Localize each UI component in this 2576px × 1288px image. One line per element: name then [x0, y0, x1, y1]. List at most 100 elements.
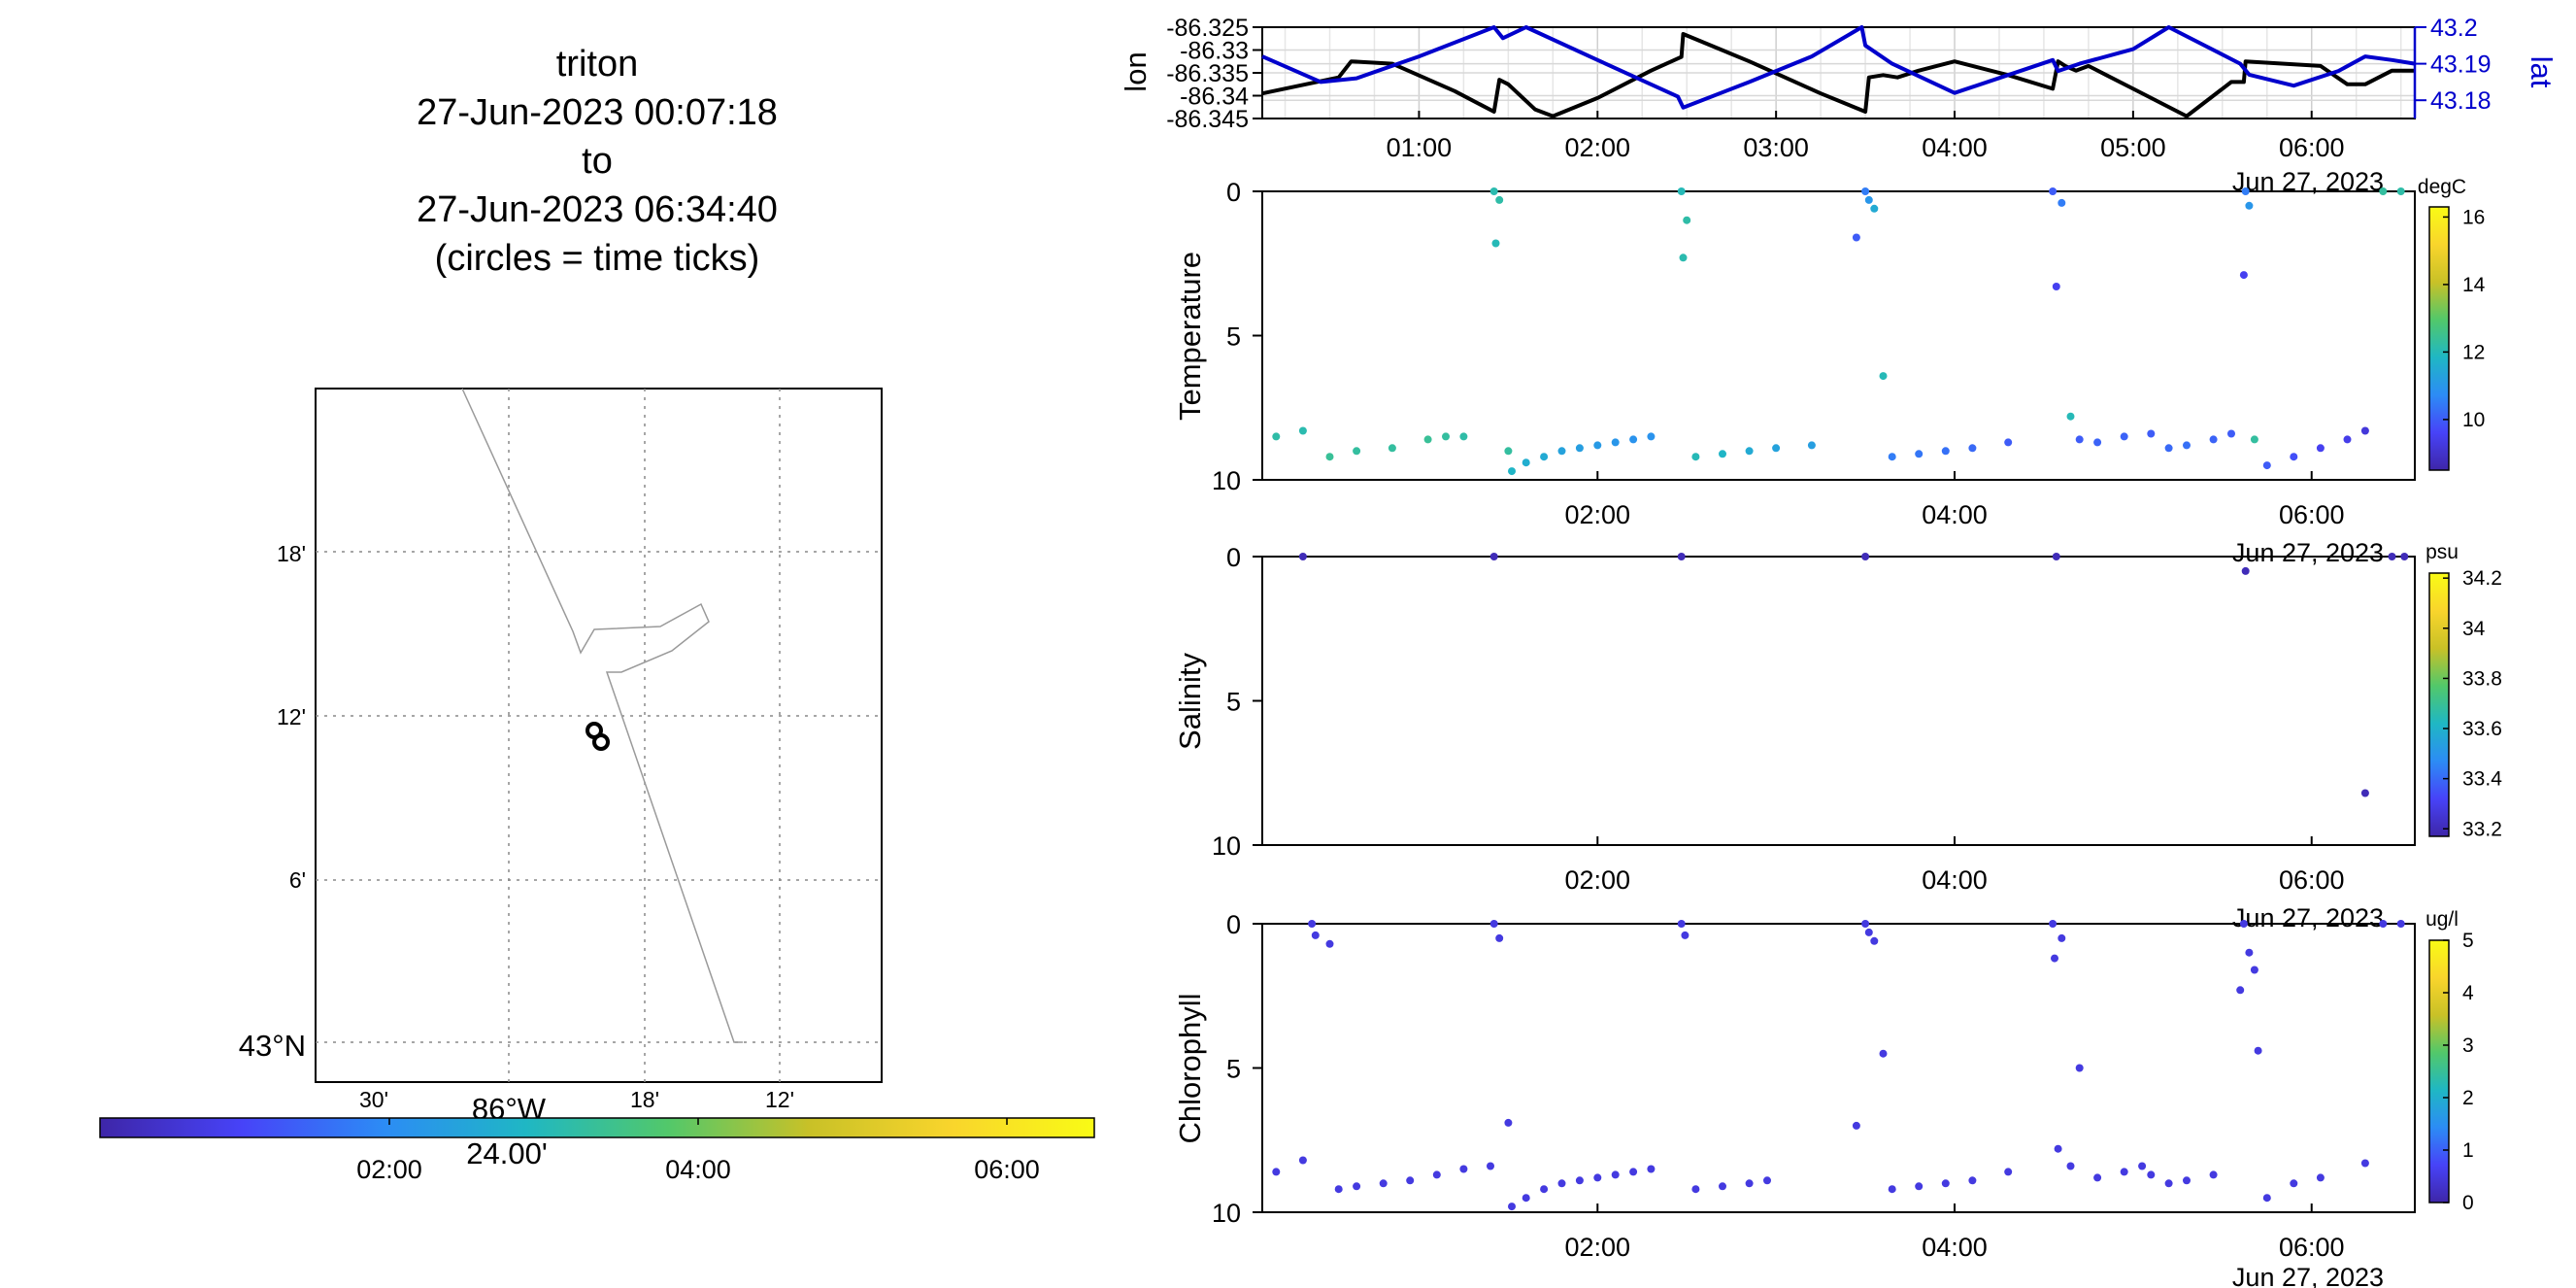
data-point [1489, 920, 1498, 928]
data-point [2057, 933, 2066, 942]
x-axis-tick-label: 02:00 [1565, 500, 1631, 529]
lat-axis-tick-label: 43.18 [2430, 87, 2492, 115]
temperature-points [1272, 187, 2405, 476]
colorbar-bar [2428, 206, 2450, 471]
data-point [2245, 201, 2254, 210]
data-point [2254, 1046, 2262, 1055]
lon-axis-tick-label: -86.34 [1180, 84, 1249, 111]
data-point [1575, 444, 1584, 453]
lat-tick-label: 18' [277, 541, 306, 566]
data-point [2004, 438, 2013, 447]
data-point [2051, 954, 2058, 963]
data-point [2262, 1194, 2271, 1203]
salinity-date-label: Jun 27, 2023 [2232, 903, 2384, 932]
data-point [1864, 928, 1873, 936]
temperature-colorbar-unit: degC [2418, 176, 2466, 198]
data-point [1968, 444, 1977, 453]
title-line-1: triton [556, 44, 638, 85]
colorbar-tick-label: 5 [2462, 930, 2474, 952]
data-point [1888, 1185, 1896, 1194]
data-point [2075, 435, 2084, 444]
data-point [1495, 933, 1504, 942]
data-point [1629, 435, 1638, 444]
colorbar-tick-label: 33.8 [2462, 667, 2502, 690]
data-point [1647, 1165, 1656, 1173]
data-point [1861, 187, 1870, 195]
colorbar-tick-label: 12 [2462, 341, 2485, 363]
data-point [2052, 283, 2060, 290]
y-axis-tick-label: 10 [1212, 466, 1241, 495]
data-point [1861, 553, 1870, 560]
data-point [1807, 441, 1816, 450]
data-point [1941, 1179, 1950, 1188]
data-point [1325, 453, 1334, 461]
data-point [2396, 187, 2405, 195]
data-point [1508, 467, 1516, 476]
data-point [2049, 187, 2057, 195]
data-point [2147, 1170, 2156, 1179]
data-point [1557, 1179, 1566, 1188]
data-point [2183, 1176, 2191, 1185]
data-point [1406, 1176, 1415, 1185]
data-point [2054, 1144, 2062, 1153]
data-point [2066, 412, 2075, 421]
data-point [2241, 566, 2250, 575]
position-x-tick-label: 03:00 [1743, 133, 1809, 162]
x-axis-tick-label: 02:00 [1565, 865, 1631, 895]
data-point [1852, 233, 1860, 242]
data-point [1719, 1182, 1726, 1191]
lat-axis-tick-label: 43.19 [2430, 51, 2492, 79]
data-point [1522, 1194, 1530, 1203]
colorbar-tick-label: 3 [2462, 1034, 2474, 1057]
data-point [1504, 447, 1513, 456]
data-point [1325, 939, 1334, 948]
data-point [2093, 1173, 2102, 1182]
chlorophyll-date-label: Jun 27, 2023 [2232, 1263, 2384, 1288]
data-point [1504, 1118, 1513, 1127]
data-point [2250, 435, 2258, 444]
data-point [1298, 426, 1307, 435]
data-point [1459, 1165, 1468, 1173]
lat-axis: lat 43.2 43.19 43.18 [2413, 15, 2559, 119]
y-axis-tick-label: 0 [1226, 178, 1241, 207]
data-point [2245, 948, 2254, 957]
data-point [2379, 187, 2388, 195]
lat-axis-label: lat [2525, 56, 2559, 88]
x-axis-tick-label: 06:00 [2279, 865, 2345, 895]
data-point [2396, 920, 2405, 928]
data-point [2236, 986, 2245, 995]
colorbar-tick-label: 33.6 [2462, 718, 2502, 740]
x-axis-tick-label: 06:00 [2279, 1233, 2345, 1262]
data-point [2241, 187, 2250, 195]
y-axis-tick-label: 5 [1226, 1055, 1241, 1084]
colorbar-tick-label: 2 [2462, 1087, 2474, 1109]
data-point [2004, 1168, 2013, 1176]
colorbar-tick-label: 16 [2462, 206, 2485, 228]
lon-tick-label: 12' [765, 1087, 794, 1112]
colorbar-tick-label: 1 [2462, 1139, 2474, 1162]
data-point [1611, 1170, 1620, 1179]
data-point [1647, 432, 1656, 441]
data-point [1272, 1168, 1281, 1176]
time-colorbar-ticks: 02:00 04:00 06:00 [356, 1118, 1040, 1184]
data-point [1593, 441, 1602, 450]
data-point [1334, 1185, 1343, 1194]
title-line-3: to [582, 141, 613, 182]
data-point [1772, 444, 1781, 453]
x-axis-tick-label: 04:00 [1922, 1233, 1988, 1262]
salinity-axes-frame [1261, 556, 2416, 846]
data-point [2049, 920, 2057, 928]
time-colorbar: 02:00 04:00 06:00 [99, 1117, 1095, 1184]
temperature-panel: Temperature 0 5 10 02:00 04:00 06:00 Jun 27, … [1173, 176, 2486, 567]
data-point [1677, 553, 1686, 560]
salinity-axis-label: Salinity [1173, 653, 1207, 750]
map-lat-ticks: 18' 12' 6' 43°N [239, 541, 306, 1063]
colorbar-tick-label: 4 [2462, 982, 2474, 1004]
data-point [1870, 204, 1879, 213]
temperature-axis-ticks: 0 5 10 02:00 04:00 06:00 [1212, 178, 2345, 529]
lon-tick-label: 30' [359, 1087, 388, 1112]
data-point [2343, 435, 2352, 444]
data-point [1298, 1156, 1307, 1165]
data-point [1745, 1179, 1754, 1188]
